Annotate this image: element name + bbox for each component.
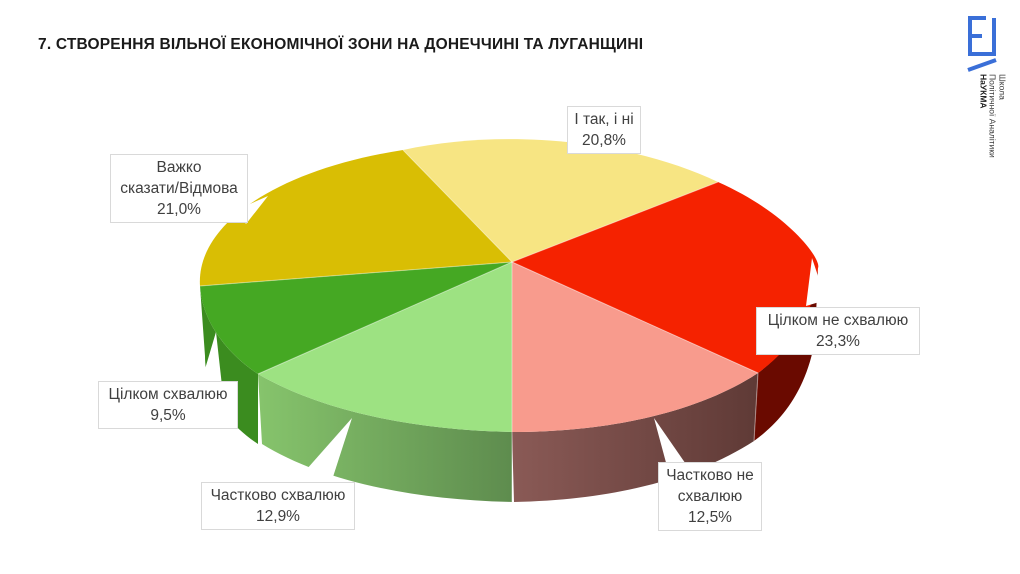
label-category-2: сказати/Відмова [120, 180, 238, 197]
data-label-full-approve: Цілком схвалюю 9,5% [98, 381, 238, 429]
logo-line-analytics: Політичної Аналітики [988, 74, 998, 158]
slice-partial-disapprove[interactable] [512, 262, 758, 432]
data-label-both: І так, і ні 20,8% [567, 106, 641, 154]
data-label-full-disapprove: Цілком не схвалюю 23,3% [756, 307, 920, 355]
label-value: 12,5% [688, 509, 732, 526]
slice-side-full-approve [200, 286, 258, 444]
logo-text: Школа Політичної Аналітики НаУКМА [978, 74, 1008, 158]
slice-partial-approve[interactable] [258, 262, 512, 432]
label-value: 23,3% [816, 333, 860, 350]
slice-both[interactable] [403, 139, 718, 262]
label-category: Цілком не схвалюю [767, 312, 909, 329]
label-category: Цілком схвалюю [108, 386, 228, 403]
data-label-hard-to-say: Важко сказати/Відмова 21,0% [110, 154, 248, 223]
label-value: 12,9% [256, 508, 300, 525]
data-label-partial-disapprove: Частково не схвалюю 12,5% [658, 462, 762, 531]
label-category: Частково схвалюю [210, 487, 346, 504]
ekma-logo-icon [967, 16, 997, 72]
label-category-2: схвалюю [677, 488, 743, 505]
chart-title: 7. СТВОРЕННЯ ВІЛЬНОЇ ЕКОНОМІЧНОЇ ЗОНИ НА… [38, 36, 644, 53]
slice-hard-to-say[interactable] [199, 150, 512, 286]
slice-full-approve[interactable] [200, 262, 512, 374]
slice-full-disapprove[interactable] [512, 182, 819, 373]
data-label-partial-approve: Частково схвалюю 12,9% [201, 482, 355, 530]
label-category: Важко [156, 159, 202, 176]
label-category: І так, і ні [574, 111, 634, 128]
label-value: 21,0% [157, 201, 201, 218]
label-value: 20,8% [582, 132, 626, 149]
label-category: Частково не [666, 467, 754, 484]
logo-line-school: Школа [997, 74, 1008, 100]
logo-line-naukma: НаУКМА [978, 74, 989, 109]
label-value: 9,5% [150, 407, 186, 424]
